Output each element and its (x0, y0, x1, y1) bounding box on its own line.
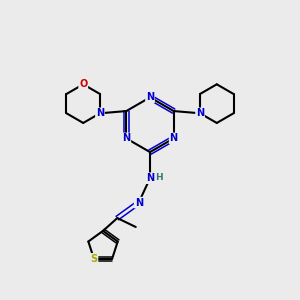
Text: N: N (146, 92, 154, 102)
Text: N: N (169, 134, 178, 143)
Text: H: H (155, 173, 163, 182)
Text: S: S (90, 254, 98, 264)
Text: N: N (122, 134, 130, 143)
Text: N: N (135, 198, 143, 208)
Text: N: N (196, 108, 204, 118)
Text: O: O (79, 79, 87, 89)
Text: N: N (96, 108, 104, 118)
Text: N: N (146, 173, 154, 183)
